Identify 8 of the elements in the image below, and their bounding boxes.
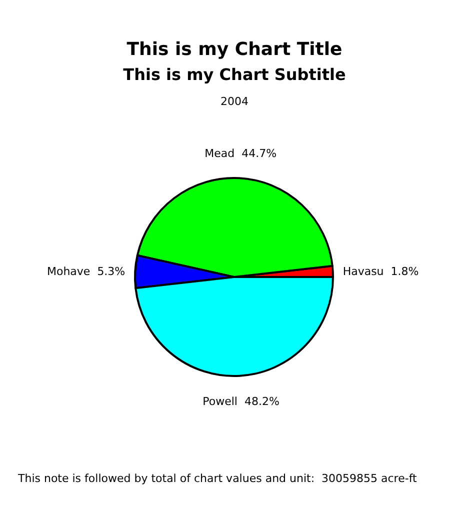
- slice-label: Mead 44.7%: [204, 147, 277, 160]
- chart-title: This is my Chart Title: [126, 39, 342, 60]
- text: 2004: [220, 95, 248, 108]
- slice-label: Powell 48.2%: [202, 394, 280, 408]
- text: This note is followed by total of chart values and unit: 30059855 acre-ft: [17, 472, 418, 485]
- slice-label: Mohave 5.3%: [47, 265, 126, 278]
- slice-label: Havasu 1.8%: [342, 264, 419, 278]
- chart-subtitle: This is my Chart Subtitle: [123, 65, 346, 84]
